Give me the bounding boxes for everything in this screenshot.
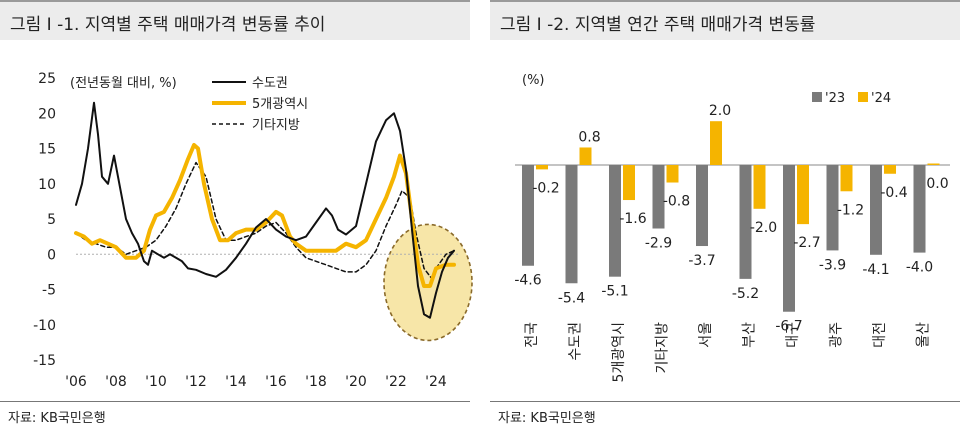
bar-chart: (%) '23 '24 -4.6 -0.2 전국 -5.4 0.8 수도권 -5.1 -1.6 5개광… (514, 73, 950, 382)
bar-23 (696, 165, 708, 247)
category-label: 울산 (916, 322, 932, 348)
data-label-24: -1.6 (619, 211, 646, 227)
series-line-1 (75, 101, 455, 319)
bar-chart-panel: 그림 Ⅰ -2. 지역별 연간 주택 매매가격 변동률 (%) '23 '24 -4.… (490, 0, 960, 442)
bar-chart-title: 그림 Ⅰ -2. 지역별 연간 주택 매매가격 변동률 (500, 15, 816, 35)
x-tick-label: '06 (65, 374, 87, 390)
right-source: 자료: KB국민은행 (498, 411, 596, 426)
bar-24 (666, 165, 679, 183)
bar-24 (797, 165, 809, 225)
data-label-24: -0.8 (663, 194, 690, 210)
category-label: 5개광역시 (611, 322, 627, 382)
data-label-23: -5.1 (601, 284, 628, 300)
legend-swatch-23 (812, 92, 822, 102)
bar-24 (840, 165, 853, 192)
bar-23 (913, 165, 926, 253)
legend-swatch-24 (858, 92, 868, 102)
bar-23 (739, 165, 752, 279)
data-label-24: 0.0 (926, 176, 948, 192)
left-source: 자료: KB국민은행 (8, 411, 106, 426)
bar-24 (579, 147, 592, 165)
bar-23 (783, 165, 795, 312)
y-tick-label: -15 (33, 353, 56, 369)
bar-24 (710, 121, 722, 165)
line-chart-title-bar: 그림 Ⅰ -1. 지역별 주택 매매가격 변동률 추이 (0, 0, 470, 40)
data-label-23: -4.0 (906, 260, 933, 276)
data-label-23: -5.4 (558, 290, 585, 306)
x-tick-label: '16 (265, 374, 287, 390)
category-label: 전국 (524, 322, 540, 348)
x-tick-label: '10 (145, 374, 167, 390)
y-tick-label: 20 (38, 106, 56, 122)
x-tick-label: '08 (105, 374, 127, 390)
bar-23 (522, 165, 534, 266)
category-label: 대전 (872, 322, 888, 348)
x-tick-label: '18 (305, 374, 327, 390)
data-label-23: -4.6 (514, 273, 541, 289)
data-label-24: 2.0 (709, 103, 731, 119)
data-label-24: 0.8 (578, 129, 600, 145)
x-tick-label: '24 (425, 374, 447, 390)
category-label: 수도권 (568, 322, 584, 361)
data-label-23: -3.9 (819, 257, 846, 273)
bar-23 (652, 165, 665, 229)
highlight-circle (383, 223, 473, 342)
x-tick-label: '14 (225, 374, 247, 390)
data-label-24: -2.0 (750, 220, 777, 236)
data-label-24: -0.4 (880, 185, 907, 201)
left-divider (0, 401, 470, 402)
data-label-23: -4.1 (862, 262, 889, 278)
y-tick-label: 5 (47, 212, 56, 228)
legend-label-2: 5개광역시 (252, 97, 308, 112)
line-chart: -15 -10 -5 0 5 10 15 20 25 '06 '08 '10 '12 '14 '16 '18 '… (33, 71, 473, 390)
bar-23 (609, 165, 621, 277)
legend-label-23: '23 (825, 91, 845, 106)
bar-24 (753, 165, 766, 209)
x-tick-label: '20 (345, 374, 367, 390)
series-line-2 (74, 143, 456, 288)
bar-23 (870, 165, 882, 255)
category-label: 기타지방 (655, 322, 671, 374)
category-label: 광주 (829, 322, 845, 348)
bar-23 (565, 165, 578, 284)
category-label: 부산 (742, 322, 758, 348)
y-tick-label: 25 (38, 71, 56, 87)
line-chart-panel: 그림 Ⅰ -1. 지역별 주택 매매가격 변동률 추이 -15 -10 -5 0 5 10… (0, 0, 473, 442)
data-label-23: -2.9 (645, 236, 672, 252)
y-tick-label: 15 (38, 142, 56, 158)
right-divider (490, 401, 960, 402)
data-label-23: -5.2 (732, 286, 759, 302)
data-label-24: -0.2 (532, 180, 559, 196)
unit-label: (전년동월 대비, %) (70, 76, 177, 91)
legend-label-1: 수도권 (252, 76, 288, 91)
y-tick-label: -10 (33, 318, 56, 334)
bar-24 (536, 165, 548, 170)
legend-label-3: 기타지방 (252, 118, 300, 133)
y-tick-label: 10 (38, 177, 56, 193)
unit-label: (%) (522, 73, 545, 88)
bar-24 (927, 163, 940, 165)
category-label: 서울 (698, 322, 714, 348)
data-label-24: -1.2 (837, 202, 864, 218)
y-tick-label: 0 (47, 247, 56, 263)
category-label: 대구 (785, 322, 801, 348)
x-tick-label: '22 (385, 374, 407, 390)
x-tick-label: '12 (185, 374, 207, 390)
legend-label-24: '24 (871, 91, 891, 106)
y-tick-label: -5 (42, 283, 56, 299)
bar-24 (623, 165, 635, 201)
data-label-24: -2.7 (793, 235, 820, 251)
bar-23 (826, 165, 839, 251)
bar-chart-title-bar: 그림 Ⅰ -2. 지역별 연간 주택 매매가격 변동률 (490, 0, 960, 40)
bar-24 (884, 165, 896, 174)
data-label-23: -3.7 (688, 253, 715, 269)
line-chart-title: 그림 Ⅰ -1. 지역별 주택 매매가격 변동률 추이 (10, 15, 326, 35)
data-label-23: -6.7 (775, 319, 802, 335)
